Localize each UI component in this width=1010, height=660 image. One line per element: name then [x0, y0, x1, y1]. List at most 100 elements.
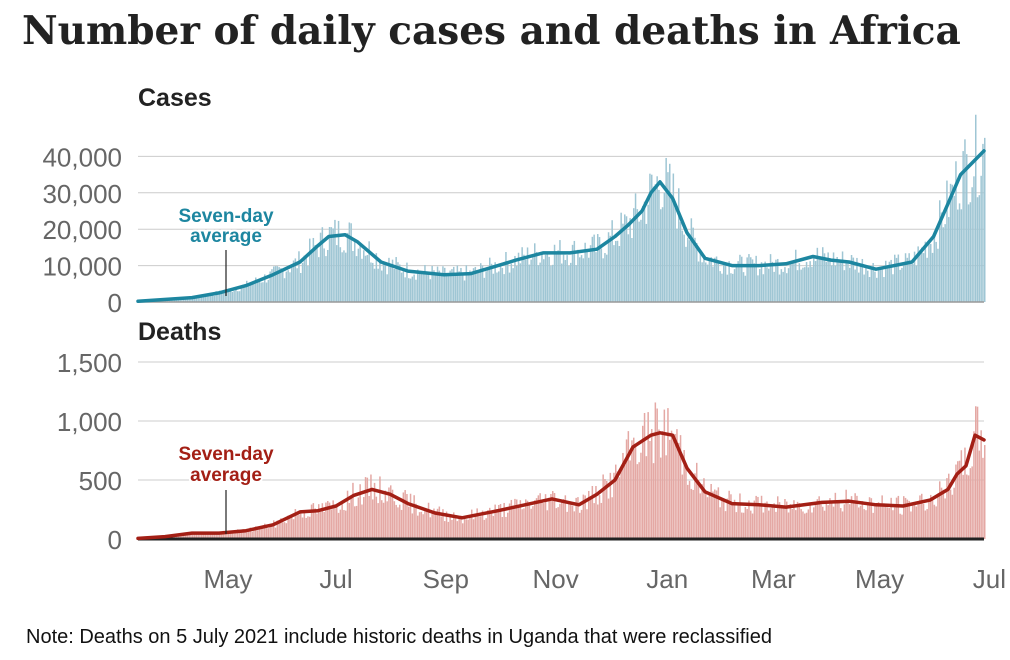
daily-bar — [625, 216, 628, 302]
daily-bar — [451, 269, 453, 302]
daily-bar — [352, 250, 354, 302]
daily-bar — [372, 262, 374, 302]
daily-bar — [656, 408, 658, 539]
daily-bar — [580, 509, 583, 539]
daily-bar — [409, 278, 412, 302]
daily-bar — [429, 279, 432, 302]
daily-bar — [530, 259, 532, 302]
daily-bar — [485, 518, 487, 539]
daily-bar — [462, 274, 464, 302]
daily-bar — [447, 274, 450, 302]
daily-bar — [827, 505, 829, 539]
daily-bar — [888, 507, 891, 539]
daily-bar — [647, 204, 649, 302]
y-tick-label: 40,000 — [42, 142, 122, 172]
daily-bar — [312, 503, 315, 539]
daily-bar — [228, 531, 230, 539]
daily-bar — [474, 513, 477, 539]
daily-bar — [865, 267, 867, 302]
daily-bar — [201, 296, 203, 302]
daily-bar — [204, 295, 207, 302]
daily-bar — [814, 502, 817, 539]
daily-bar — [400, 509, 403, 539]
daily-bar — [877, 268, 880, 302]
daily-bar — [850, 496, 853, 539]
daily-bar — [179, 535, 181, 539]
daily-bar — [976, 406, 979, 539]
daily-bar — [566, 511, 568, 539]
daily-bar — [982, 457, 984, 539]
daily-bar — [192, 534, 194, 539]
daily-bar — [256, 281, 259, 302]
daily-bar — [435, 511, 437, 539]
daily-bar — [471, 274, 473, 302]
daily-bar — [753, 263, 756, 302]
daily-bar — [307, 265, 309, 302]
daily-bar — [926, 257, 928, 302]
daily-bar — [400, 272, 403, 302]
daily-bar — [413, 274, 415, 302]
daily-bar — [271, 524, 273, 539]
daily-bar — [238, 291, 241, 302]
daily-bar — [973, 176, 975, 302]
annotation-label: Seven-day — [178, 444, 273, 465]
daily-bar — [449, 270, 451, 302]
daily-bar — [424, 264, 426, 302]
daily-bar — [345, 510, 347, 539]
daily-bar — [561, 263, 563, 302]
daily-bar — [460, 515, 462, 539]
daily-bar — [876, 503, 878, 539]
daily-bar — [688, 480, 691, 539]
daily-bar — [748, 254, 750, 302]
daily-bar — [559, 503, 561, 539]
daily-bar — [813, 257, 815, 302]
daily-bar — [764, 502, 766, 539]
daily-bar — [503, 274, 505, 302]
daily-bar — [397, 262, 399, 302]
daily-bar — [273, 520, 275, 539]
daily-bar — [778, 274, 781, 302]
daily-bar — [955, 161, 957, 302]
daily-bar — [904, 497, 907, 539]
daily-bar — [595, 252, 597, 302]
daily-bar — [696, 462, 698, 539]
daily-bar — [843, 270, 846, 302]
chart-title: Number of daily cases and deaths in Afri… — [22, 8, 961, 54]
daily-bar — [399, 264, 401, 302]
daily-bar — [615, 240, 617, 302]
daily-bar — [840, 261, 842, 302]
daily-bar — [591, 236, 594, 302]
daily-bar — [973, 431, 975, 539]
daily-bar — [559, 240, 561, 302]
daily-bar — [249, 527, 252, 539]
daily-bar — [217, 533, 219, 539]
daily-bar — [283, 278, 286, 302]
daily-bar — [498, 504, 500, 539]
daily-bar — [636, 464, 639, 539]
daily-bar — [301, 262, 304, 302]
daily-bar — [485, 271, 487, 302]
daily-bar — [206, 296, 208, 302]
daily-bar — [663, 409, 666, 539]
daily-bar — [694, 473, 696, 539]
daily-bar — [420, 511, 423, 539]
daily-bar — [890, 259, 892, 302]
daily-bar — [253, 283, 255, 302]
daily-bar — [570, 503, 572, 539]
daily-bar — [715, 490, 718, 539]
daily-bar — [744, 275, 747, 302]
daily-bar — [712, 266, 714, 302]
daily-bar — [490, 263, 493, 302]
daily-bar — [226, 291, 228, 302]
x-tick-label: May — [203, 564, 252, 594]
daily-bar — [211, 532, 214, 539]
daily-bar — [219, 531, 221, 539]
daily-bar — [885, 260, 887, 302]
daily-bar — [651, 174, 653, 302]
daily-bar — [489, 507, 491, 539]
daily-bar — [381, 270, 383, 302]
daily-bar — [499, 263, 502, 302]
daily-bar — [319, 511, 322, 539]
daily-bar — [303, 510, 306, 539]
daily-bar — [514, 498, 516, 539]
